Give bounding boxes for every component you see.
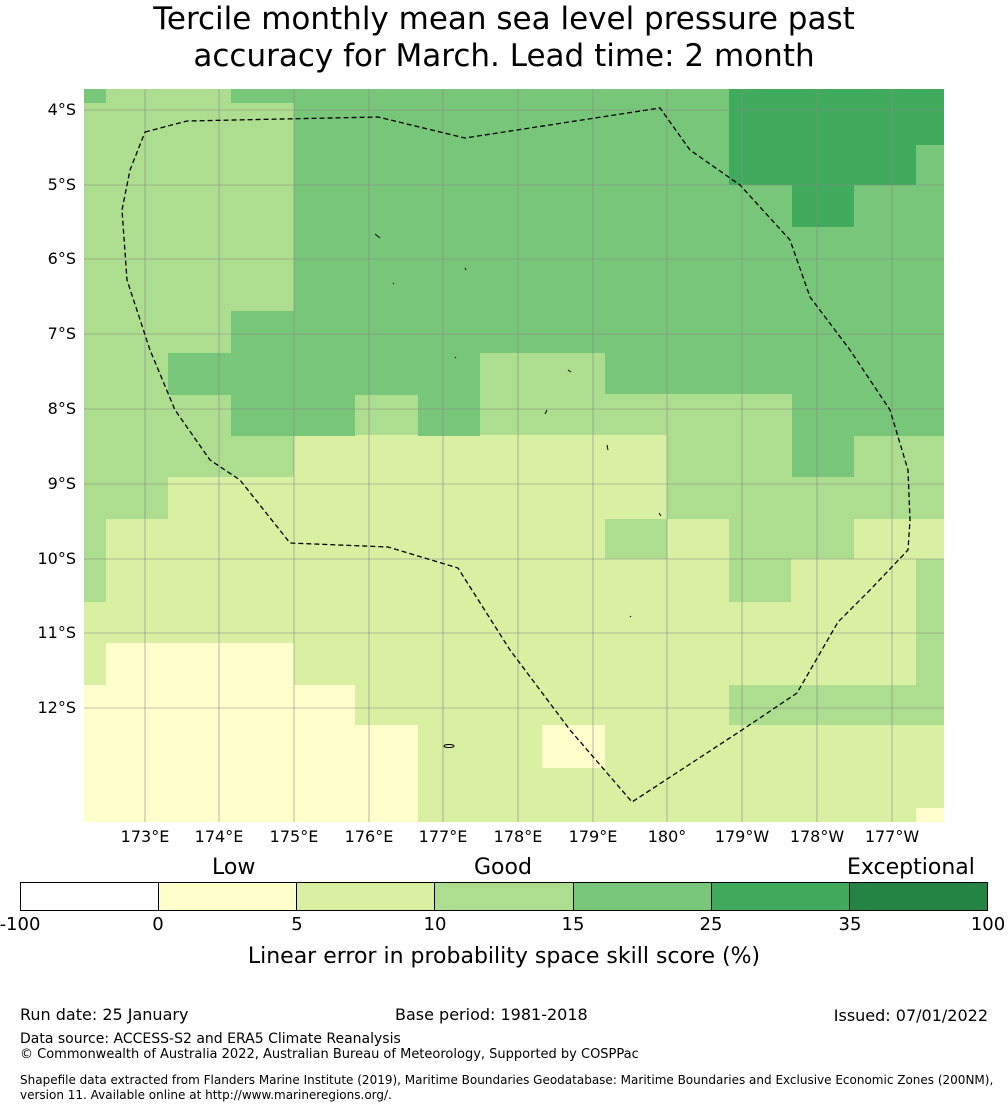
skill-grid-cell bbox=[729, 89, 916, 185]
skill-grid-cell bbox=[355, 395, 418, 435]
lon-label-177w: 177°W bbox=[864, 827, 920, 846]
colorbar-category-good: Good bbox=[474, 855, 532, 880]
lat-label-7s: 7°S bbox=[47, 324, 76, 343]
skill-grid-cell bbox=[106, 519, 168, 602]
issued-date: Issued: 07/01/2022 bbox=[833, 1006, 988, 1025]
colorbar-segment bbox=[711, 883, 850, 910]
run-date: Run date: 25 January bbox=[20, 1005, 189, 1024]
skill-grid-cell bbox=[84, 89, 106, 103]
skill-grid-cell bbox=[168, 353, 480, 395]
colorbar bbox=[20, 882, 988, 911]
skill-grid-cell bbox=[729, 519, 854, 559]
data-source: Data source: ACCESS-S2 and ERA5 Climate … bbox=[20, 1031, 401, 1047]
colorbar-tick: 10 bbox=[423, 914, 447, 935]
lat-label-8s: 8°S bbox=[47, 399, 76, 418]
lon-label-174e: 174°E bbox=[194, 827, 244, 846]
skill-grid-cell bbox=[294, 685, 355, 822]
skill-map bbox=[84, 89, 944, 822]
island bbox=[629, 615, 632, 618]
colorbar-tick: 25 bbox=[699, 914, 723, 935]
lon-label-179e: 179°E bbox=[568, 827, 618, 846]
base-period: Base period: 1981-2018 bbox=[395, 1005, 588, 1024]
skill-grid-cell bbox=[916, 808, 944, 822]
colorbar-tick: 35 bbox=[838, 914, 862, 935]
colorbar-tick: 100 bbox=[970, 914, 1006, 935]
colorbar-tick: 5 bbox=[291, 914, 303, 935]
lon-label-179w: 179°W bbox=[714, 827, 770, 846]
colorbar-segment bbox=[435, 883, 574, 910]
skill-grid-cell bbox=[542, 725, 605, 768]
lat-label-5s: 5°S bbox=[47, 175, 76, 194]
skill-grid-cell bbox=[605, 519, 667, 559]
colorbar-category-low: Low bbox=[212, 855, 256, 880]
skill-grid-cell bbox=[84, 685, 106, 822]
lat-label-10s: 10°S bbox=[37, 549, 76, 568]
colorbar-tick: 15 bbox=[561, 914, 585, 935]
skill-grid-cell bbox=[480, 353, 605, 435]
colorbar-segment bbox=[849, 883, 987, 910]
skill-grid-cell bbox=[355, 725, 418, 822]
skill-grid-cell bbox=[294, 89, 729, 353]
lat-label-12s: 12°S bbox=[37, 698, 76, 717]
colorbar-segment bbox=[21, 883, 160, 910]
island bbox=[658, 512, 662, 517]
lon-label-180: 180° bbox=[647, 827, 687, 846]
colorbar-category-exceptional: Exceptional bbox=[847, 855, 975, 880]
shapefile-attribution: Shapefile data extracted from Flanders M… bbox=[20, 1073, 994, 1102]
skill-grid-cell bbox=[605, 394, 792, 435]
skill-grid-cell bbox=[916, 89, 944, 145]
lon-label-178w: 178°W bbox=[789, 827, 845, 846]
island bbox=[454, 356, 457, 359]
lat-label-6s: 6°S bbox=[47, 249, 76, 268]
lon-label-178e: 178°E bbox=[493, 827, 543, 846]
colorbar-label: Linear error in probability space skill … bbox=[247, 944, 761, 969]
skill-grid-cell bbox=[231, 395, 355, 436]
lat-label-4s: 4°S bbox=[47, 100, 76, 119]
skill-grid-cells bbox=[84, 89, 944, 822]
lon-label-177e: 177°E bbox=[418, 827, 468, 846]
lon-label-175e: 175°E bbox=[269, 827, 319, 846]
island bbox=[464, 267, 467, 271]
island bbox=[443, 744, 455, 748]
skill-grid-cell bbox=[231, 311, 294, 353]
lat-label-9s: 9°S bbox=[47, 474, 76, 493]
colorbar-tick: 0 bbox=[152, 914, 164, 935]
lon-label-173e: 173°E bbox=[120, 827, 170, 846]
skill-grid-cell bbox=[84, 519, 106, 602]
lon-label-176e: 176°E bbox=[344, 827, 394, 846]
skill-grid-cell bbox=[729, 685, 944, 725]
skill-grid-cell bbox=[792, 185, 854, 227]
island bbox=[567, 369, 572, 373]
colorbar-segment bbox=[297, 883, 436, 910]
skill-grid-cell bbox=[916, 559, 944, 685]
island bbox=[544, 409, 548, 415]
island bbox=[374, 233, 381, 239]
skill-grid-cell bbox=[418, 395, 480, 436]
skill-grid-cell bbox=[729, 559, 791, 602]
graticule-lines bbox=[84, 89, 944, 822]
colorbar-tick: -100 bbox=[0, 914, 41, 935]
eez-boundary bbox=[121, 107, 911, 803]
island bbox=[606, 444, 609, 451]
skill-grid-cell bbox=[106, 643, 294, 822]
islands bbox=[374, 233, 662, 748]
colorbar-segment bbox=[573, 883, 712, 910]
skill-grid-cell bbox=[168, 477, 294, 519]
island bbox=[392, 282, 395, 285]
map-title-line-2: accuracy for March. Lead time: 2 month bbox=[193, 38, 815, 74]
copyright-notice: © Commonwealth of Australia 2022, Austra… bbox=[20, 1047, 639, 1062]
skill-grid-cell bbox=[231, 89, 294, 103]
lat-label-11s: 11°S bbox=[37, 623, 76, 642]
colorbar-segment bbox=[159, 883, 298, 910]
skill-grid-cell bbox=[84, 89, 294, 519]
skill-grid-cell bbox=[792, 436, 854, 477]
map-title-line-1: Tercile monthly mean sea level pressure … bbox=[153, 1, 855, 37]
